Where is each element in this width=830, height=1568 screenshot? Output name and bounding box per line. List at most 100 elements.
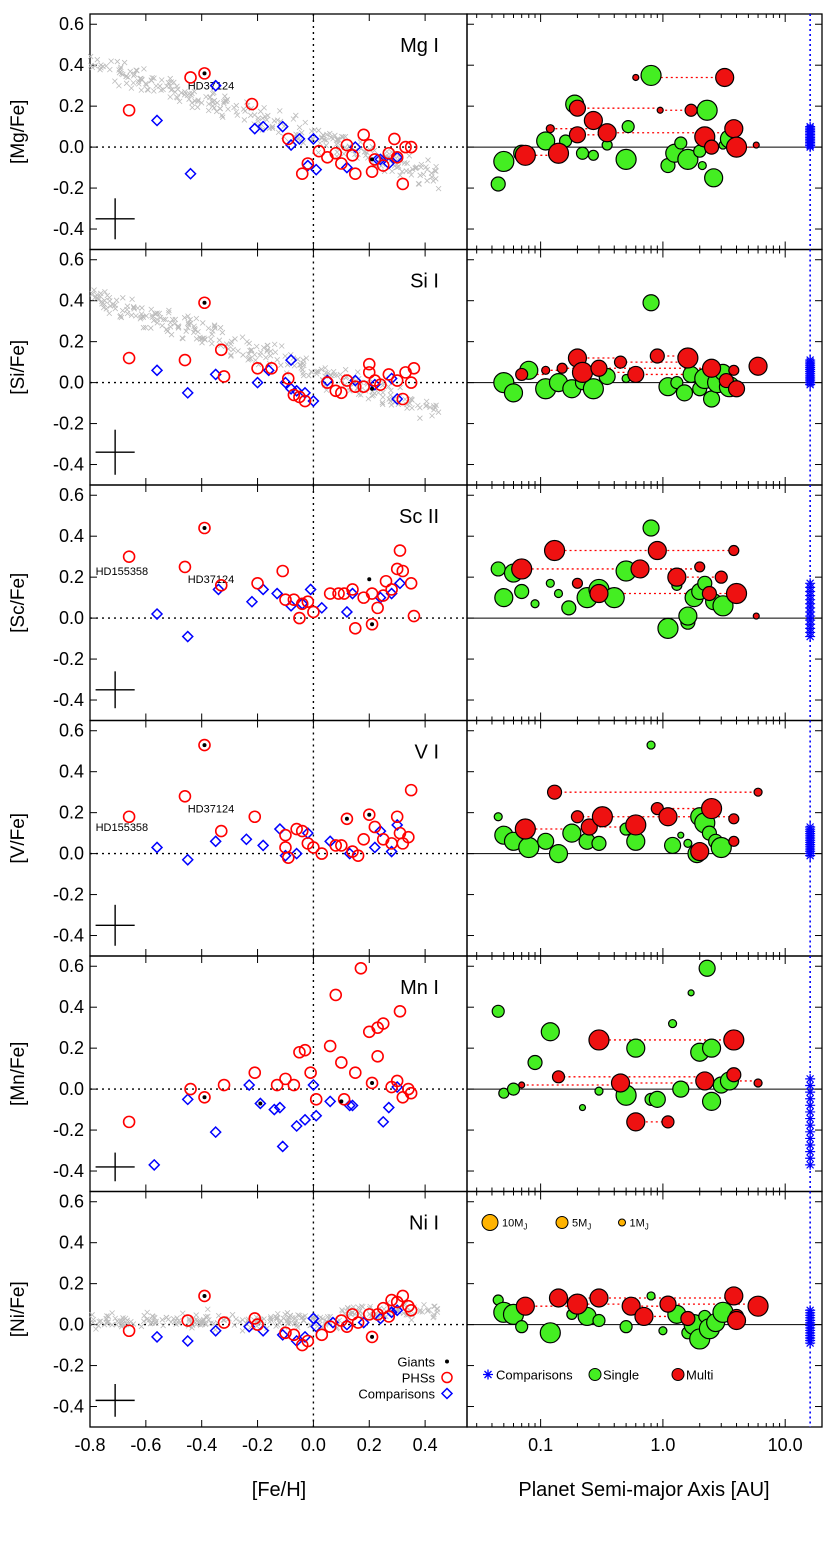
- field-star: [189, 100, 194, 105]
- phs-point: [179, 791, 190, 802]
- field-star: [208, 337, 213, 342]
- multi-planet-point: [696, 1072, 714, 1090]
- field-star: [110, 1322, 115, 1327]
- field-star: [297, 125, 302, 130]
- left-panel-frame: [90, 721, 467, 957]
- x-tick-label-right: 0.1: [528, 1435, 553, 1455]
- field-star: [240, 335, 245, 340]
- legend-multi-label: Multi: [686, 1368, 714, 1383]
- field-star: [419, 165, 424, 170]
- y-tick-label: 0.6: [59, 956, 84, 976]
- comparison-star-point: [250, 124, 260, 134]
- element-label: Mn I: [400, 977, 439, 999]
- multi-planet-point: [552, 1071, 564, 1083]
- phs-point: [252, 578, 263, 589]
- y-axis-label: [Sc/Fe]: [8, 573, 29, 633]
- x-tick-label-left: -0.6: [130, 1435, 161, 1455]
- field-star: [210, 328, 215, 333]
- single-planet-point: [495, 589, 513, 607]
- giant-point: [339, 1099, 343, 1103]
- comparison-star-point: [370, 842, 380, 852]
- field-star: [114, 298, 119, 303]
- phs-point: [124, 353, 135, 364]
- multi-planet-point: [589, 1030, 609, 1050]
- phs-point: [305, 1067, 316, 1078]
- star-annotation: HD155358: [96, 566, 149, 578]
- phs-point: [325, 1041, 336, 1052]
- field-star: [154, 83, 159, 88]
- field-star: [415, 403, 420, 408]
- mass-legend-marker: [619, 1219, 626, 1226]
- single-planet-point: [515, 584, 529, 598]
- multi-planet-point: [590, 1289, 608, 1307]
- single-planet-point: [649, 1091, 665, 1107]
- comparison-star-point: [325, 1096, 335, 1106]
- phs-point: [350, 1067, 361, 1078]
- comparison-star-point: [152, 115, 162, 125]
- multi-planet-point: [627, 1113, 645, 1131]
- single-planet-point: [593, 1315, 605, 1327]
- multi-planet-point: [703, 359, 721, 377]
- single-planet-point: [554, 590, 562, 598]
- comparison-star-point: [149, 1160, 159, 1170]
- field-star: [176, 1318, 181, 1323]
- multi-planet-point: [569, 100, 585, 116]
- field-star: [234, 103, 239, 108]
- multi-planet-point: [685, 104, 697, 116]
- phs-point: [277, 566, 288, 577]
- comparison-star-point: [152, 365, 162, 375]
- single-planet-point: [492, 1005, 504, 1017]
- y-tick-label: -0.4: [53, 1161, 84, 1181]
- field-star: [338, 372, 343, 377]
- field-star: [136, 81, 141, 86]
- y-tick-label: 0.2: [59, 332, 84, 352]
- phs-point: [280, 830, 291, 841]
- multi-planet-point: [515, 819, 535, 839]
- y-tick-label: -0.2: [53, 649, 84, 669]
- comparison-asterisk: [805, 822, 815, 832]
- multi-planet-point: [648, 542, 666, 560]
- phs-point: [406, 578, 417, 589]
- comparison-star-point: [183, 855, 193, 865]
- field-star: [435, 1307, 440, 1312]
- field-star: [205, 1307, 210, 1312]
- single-planet-point: [658, 618, 678, 638]
- field-star: [409, 1317, 414, 1322]
- multi-planet-point: [592, 807, 612, 827]
- field-star: [113, 1316, 118, 1321]
- field-star: [279, 343, 284, 348]
- legend-comparisons-label: Comparisons: [358, 1387, 435, 1402]
- field-star: [417, 416, 422, 421]
- single-planet-point: [538, 833, 554, 849]
- field-star: [436, 186, 441, 191]
- giant-point: [367, 813, 371, 817]
- single-planet-point: [675, 137, 687, 149]
- phs-point: [350, 168, 361, 179]
- y-tick-label: 0.4: [59, 997, 84, 1017]
- single-planet-point: [491, 177, 505, 191]
- multi-planet-point: [702, 799, 722, 819]
- field-star: [238, 1319, 243, 1324]
- multi-planet-point: [657, 107, 663, 113]
- single-planet-point: [665, 837, 681, 853]
- phs-point: [252, 363, 263, 374]
- field-star: [436, 410, 441, 415]
- single-planet-point: [698, 162, 706, 170]
- field-star: [98, 291, 103, 296]
- field-star: [148, 326, 153, 331]
- single-planet-point: [676, 385, 692, 401]
- y-tick-label: 0.6: [59, 14, 84, 34]
- y-tick-label: 0.2: [59, 96, 84, 116]
- y-tick-label: 0.4: [59, 762, 84, 782]
- mass-legend-marker: [482, 1215, 498, 1231]
- single-planet-point: [616, 149, 636, 169]
- multi-planet-point: [716, 68, 734, 86]
- field-star: [190, 105, 195, 110]
- field-star: [169, 332, 174, 337]
- single-planet-point: [643, 295, 659, 311]
- single-planet-point: [494, 151, 514, 171]
- y-tick-label: 0.2: [59, 1274, 84, 1294]
- field-star: [355, 370, 360, 375]
- multi-planet-point: [591, 360, 607, 376]
- giant-point: [370, 1081, 374, 1085]
